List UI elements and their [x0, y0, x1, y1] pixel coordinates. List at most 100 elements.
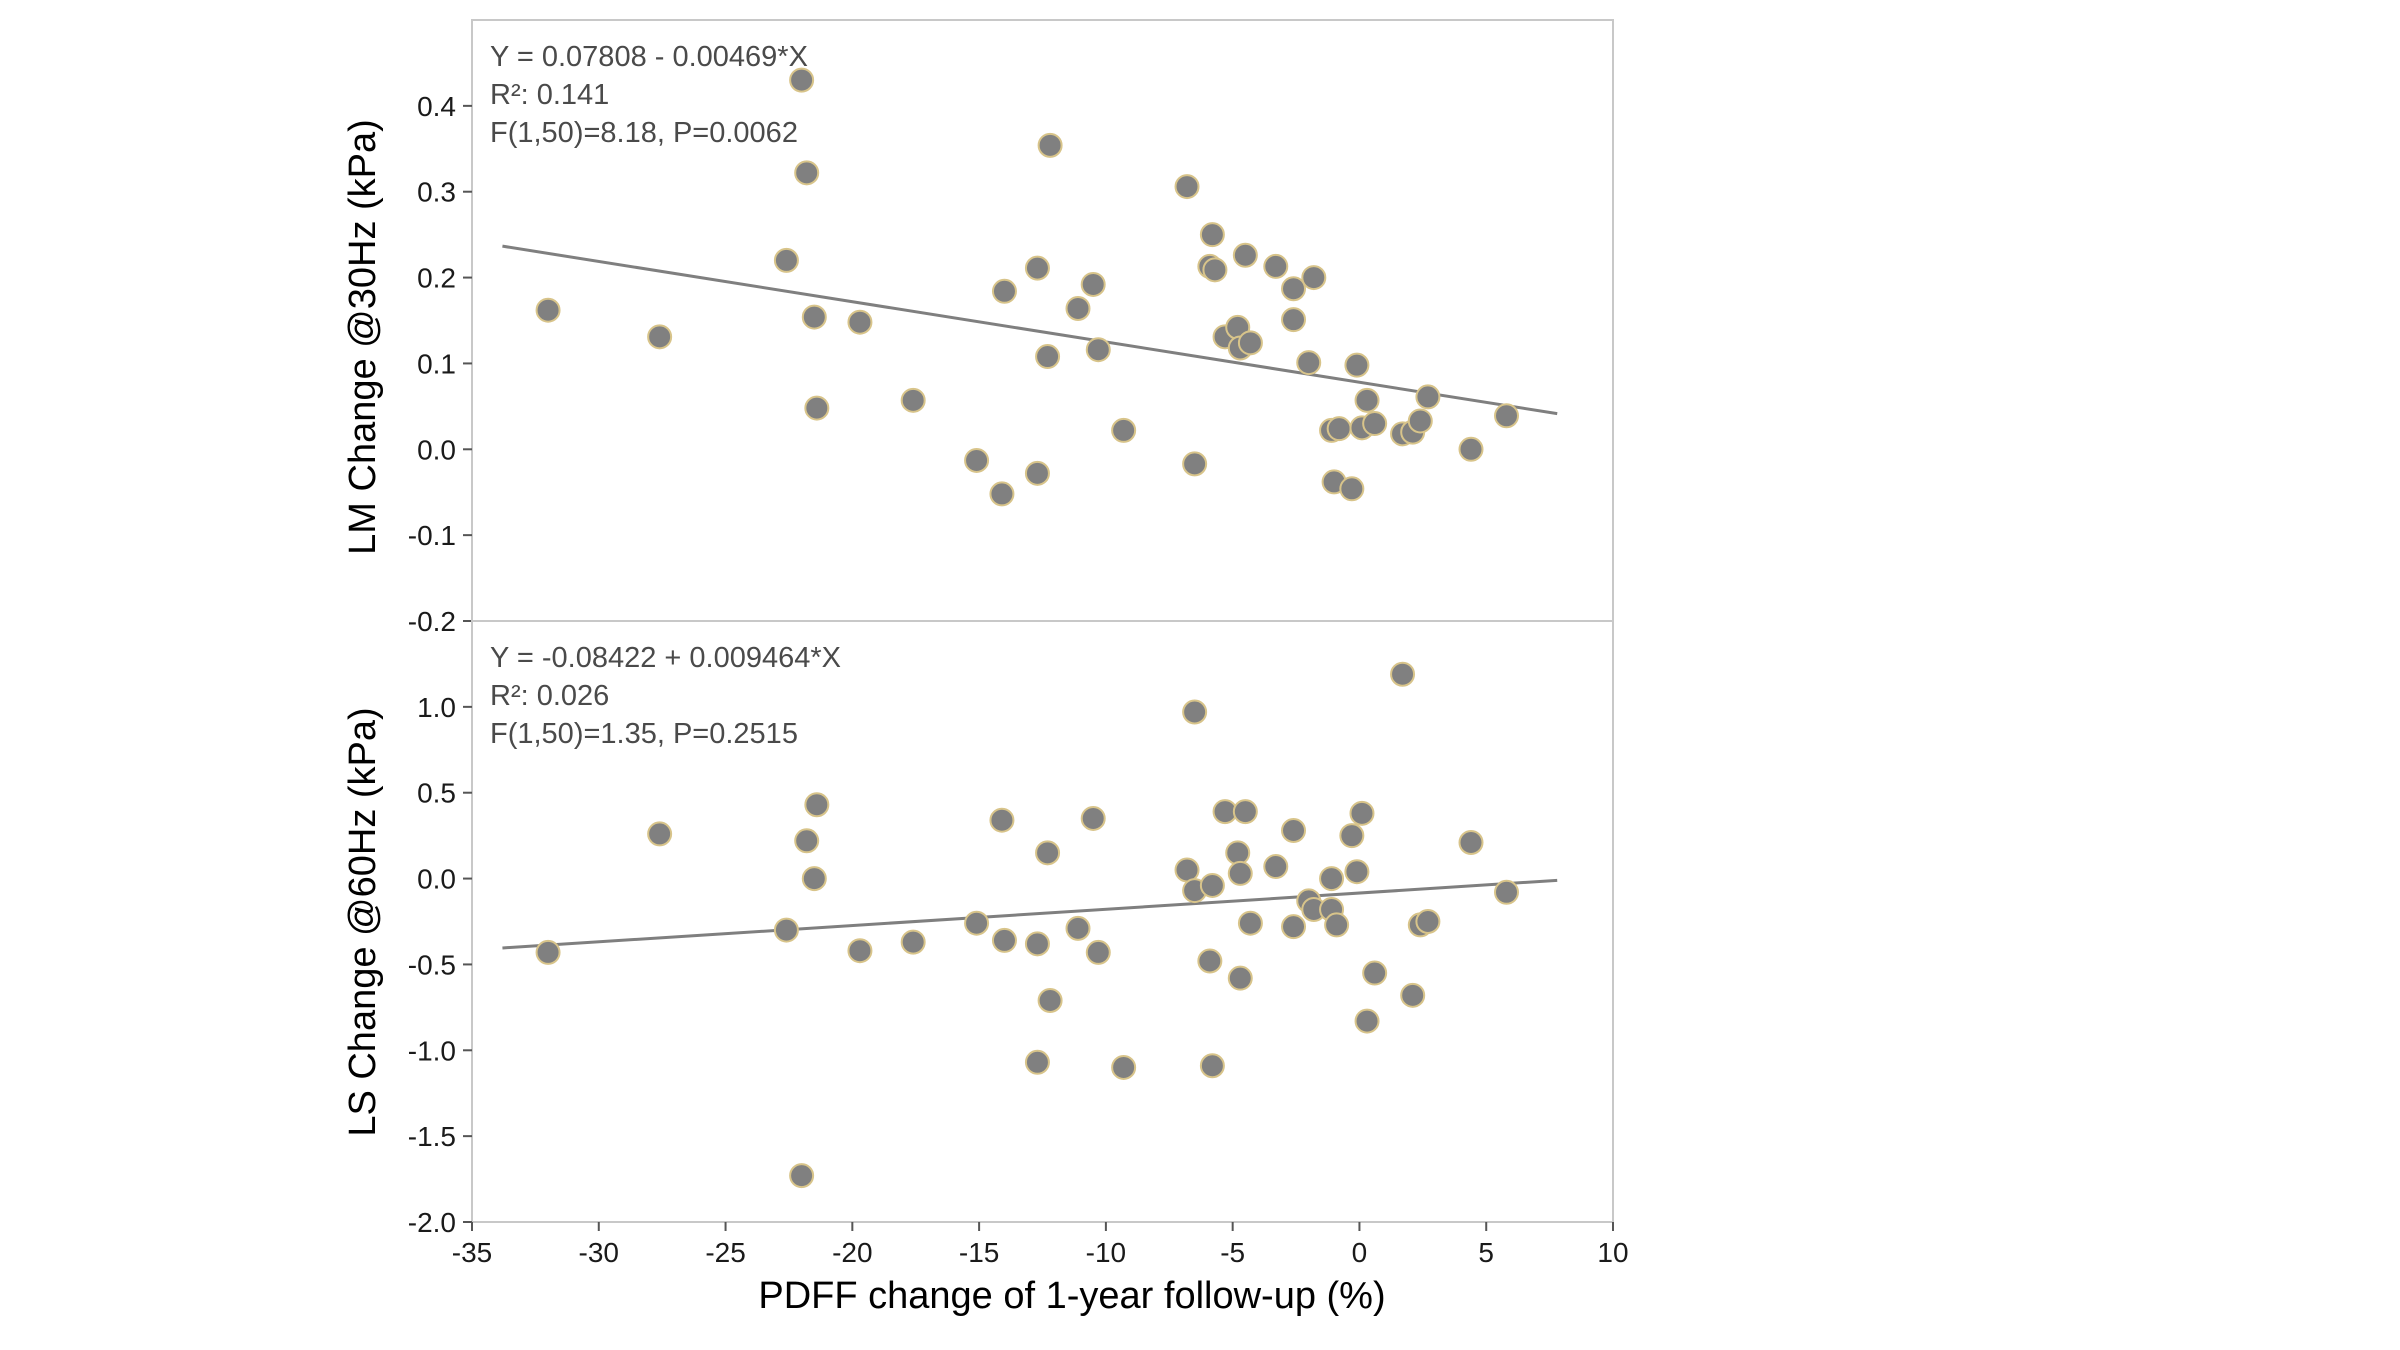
top-data-point [1344, 352, 1370, 378]
top-data-point [773, 247, 799, 273]
top-data-point [1024, 460, 1050, 486]
bottom-data-point [964, 910, 990, 936]
x-axis-title: PDFF change of 1-year follow-up (%) [758, 1275, 1385, 1317]
bottom-regression-annotation: R²: 0.026 [490, 680, 609, 712]
bottom-data-point [647, 821, 673, 847]
top-data-point [789, 67, 815, 93]
bottom-y-tick-label: -1.0 [408, 1035, 456, 1066]
top-y-tick-label: 0.1 [417, 348, 456, 379]
top-data-point [1174, 174, 1200, 200]
bottom-y-tick-label: -1.5 [408, 1121, 456, 1152]
bottom-y-tick-label: -2.0 [408, 1207, 456, 1238]
top-y-tick-label: 0.4 [417, 91, 456, 122]
x-tick-label: -15 [959, 1237, 999, 1268]
top-data-point [1458, 436, 1484, 462]
top-data-point [900, 387, 926, 413]
bottom-data-point [1232, 799, 1258, 825]
bottom-data-point [1344, 859, 1370, 885]
top-data-point [1263, 253, 1289, 279]
bottom-data-point [1390, 661, 1416, 687]
bottom-data-point [1182, 699, 1208, 725]
bottom-y-tick-label: 1.0 [417, 692, 456, 723]
bottom-data-point [804, 792, 830, 818]
bottom-data-point [1024, 1049, 1050, 1075]
x-tick-label: 10 [1597, 1237, 1628, 1268]
top-data-point [1494, 403, 1520, 429]
bottom-data-point [1494, 879, 1520, 905]
top-data-point [801, 304, 827, 330]
top-y-tick-label: 0.0 [417, 434, 456, 465]
bottom-data-point [1354, 1008, 1380, 1034]
bottom-data-point [1281, 817, 1307, 843]
bottom-regression-annotation: F(1,50)=1.35, P=0.2515 [490, 718, 798, 750]
top-regression-annotation: R²: 0.141 [490, 79, 609, 111]
bottom-data-point [1037, 987, 1063, 1013]
bottom-data-point [1349, 800, 1375, 826]
top-data-point [991, 278, 1017, 304]
bottom-y-tick-label: 0.0 [417, 864, 456, 895]
top-regression-annotation: Y = 0.07808 - 0.00469*X [490, 41, 808, 73]
bottom-data-point [1237, 910, 1263, 936]
top-data-point [1237, 330, 1263, 356]
bottom-data-point [1339, 823, 1365, 849]
bottom-data-point [847, 938, 873, 964]
top-y-tick-label: 0.2 [417, 263, 456, 294]
top-data-point [1080, 271, 1106, 297]
x-tick-label: -5 [1220, 1237, 1245, 1268]
bottom-data-point [794, 828, 820, 854]
bottom-data-point [1227, 965, 1253, 991]
top-data-point [1415, 384, 1441, 410]
top-data-point [1111, 417, 1137, 443]
bottom-data-point [1225, 840, 1251, 866]
bottom-data-point [1065, 915, 1091, 941]
top-plot-frame [471, 19, 1614, 622]
bottom-y-axis-title: LS Change @60Hz (kPa) [342, 707, 384, 1136]
top-data-point [1281, 307, 1307, 333]
top-data-point [1296, 350, 1322, 376]
top-data-point [1301, 265, 1327, 291]
bottom-data-point [1263, 854, 1289, 880]
bottom-data-point [789, 1163, 815, 1189]
bottom-data-point [1035, 840, 1061, 866]
bottom-data-point [991, 927, 1017, 953]
bottom-regression-line [502, 878, 1558, 950]
bottom-data-point [989, 807, 1015, 833]
bottom-data-point [1362, 960, 1388, 986]
top-panel: -0.2 -0.1 0.0 0.1 0.2 0.3 0.4 Y = 0.07808 - 0.0… [408, 19, 1614, 637]
top-data-point [1232, 242, 1258, 268]
top-data-point [847, 309, 873, 335]
bottom-data-point [1080, 805, 1106, 831]
bottom-data-point [1458, 830, 1484, 856]
bottom-data-point [1415, 909, 1441, 934]
x-tick-label: -10 [1086, 1237, 1126, 1268]
top-data-point [1065, 295, 1091, 321]
top-data-point [1354, 387, 1380, 413]
bottom-regression-annotation: Y = -0.08422 + 0.009464*X [490, 642, 841, 674]
top-y-axis-title: LM Change @30Hz (kPa) [342, 119, 384, 555]
bottom-data-point [1400, 982, 1426, 1008]
top-data-point [647, 324, 673, 350]
x-axis: -35 -30 -25 -20 -15 -10 -5 0 5 10 [452, 1222, 1629, 1268]
bottom-data-point [773, 917, 799, 943]
bottom-plot-frame [471, 620, 1614, 1223]
top-data-point [1339, 476, 1365, 502]
bottom-data-point [1085, 939, 1111, 965]
bottom-data-point [1281, 914, 1307, 940]
top-regression-annotation: F(1,50)=8.18, P=0.0062 [490, 117, 798, 149]
bottom-data-point [801, 866, 827, 892]
bottom-data-point [1111, 1054, 1137, 1080]
top-data-point [1326, 416, 1352, 442]
top-data-point [989, 481, 1015, 507]
bottom-data-point [1199, 872, 1225, 898]
bottom-data-point [1024, 931, 1050, 957]
x-tick-label: -35 [452, 1237, 492, 1268]
top-data-point [1199, 222, 1225, 248]
top-data-point [804, 395, 830, 421]
top-data-point [1407, 408, 1433, 434]
top-data-point [1202, 257, 1228, 283]
x-tick-label: 0 [1352, 1237, 1368, 1268]
top-data-point [794, 160, 820, 186]
top-data-point [1085, 337, 1111, 363]
top-data-point [535, 297, 561, 323]
